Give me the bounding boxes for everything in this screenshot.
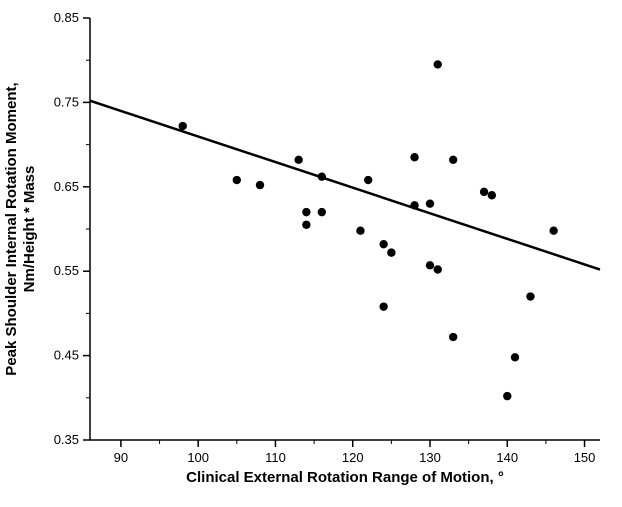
x-axis-label: Clinical External Rotation Range of Moti… bbox=[186, 469, 504, 486]
y-tick-label: 0.45 bbox=[54, 348, 79, 363]
data-point bbox=[379, 240, 387, 248]
scatter-chart: 90 100 110 120 130 140 150 0.35 0.45 0.55 0.65 0.75… bbox=[0, 0, 622, 507]
data-point bbox=[379, 302, 387, 310]
data-point bbox=[511, 353, 519, 361]
data-point bbox=[302, 208, 310, 216]
x-tick-label: 140 bbox=[496, 450, 518, 465]
y-tick-label: 0.85 bbox=[54, 10, 79, 25]
data-point bbox=[179, 122, 187, 130]
data-point bbox=[387, 248, 395, 256]
x-tick-label: 110 bbox=[265, 450, 286, 465]
y-tick-label: 0.55 bbox=[54, 263, 79, 278]
data-point bbox=[318, 208, 326, 216]
chart-svg: 90 100 110 120 130 140 150 0.35 0.45 0.55 0.65 0.75… bbox=[0, 0, 622, 507]
data-point bbox=[410, 201, 418, 209]
chart-background bbox=[0, 0, 622, 507]
data-point bbox=[434, 60, 442, 68]
data-point bbox=[480, 188, 488, 196]
data-point bbox=[364, 176, 372, 184]
x-tick-label: 150 bbox=[574, 450, 596, 465]
data-point bbox=[233, 176, 241, 184]
data-point bbox=[503, 392, 511, 400]
data-point bbox=[426, 199, 434, 207]
data-point bbox=[549, 226, 557, 234]
data-point bbox=[526, 292, 534, 300]
data-point bbox=[302, 221, 310, 229]
data-point bbox=[410, 153, 418, 161]
x-tick-label: 90 bbox=[114, 450, 128, 465]
data-point bbox=[318, 172, 326, 180]
y-tick-label: 0.35 bbox=[54, 432, 79, 447]
data-point bbox=[356, 226, 364, 234]
data-point bbox=[488, 191, 496, 199]
data-point bbox=[434, 265, 442, 273]
x-tick-label: 130 bbox=[419, 450, 441, 465]
data-point bbox=[294, 156, 302, 164]
x-tick-label: 100 bbox=[187, 450, 209, 465]
data-point bbox=[449, 156, 457, 164]
data-point bbox=[426, 261, 434, 269]
data-point bbox=[449, 333, 457, 341]
x-tick-label: 120 bbox=[342, 450, 364, 465]
y-tick-label: 0.75 bbox=[54, 94, 79, 109]
data-point bbox=[256, 181, 264, 189]
y-tick-label: 0.65 bbox=[54, 179, 79, 194]
